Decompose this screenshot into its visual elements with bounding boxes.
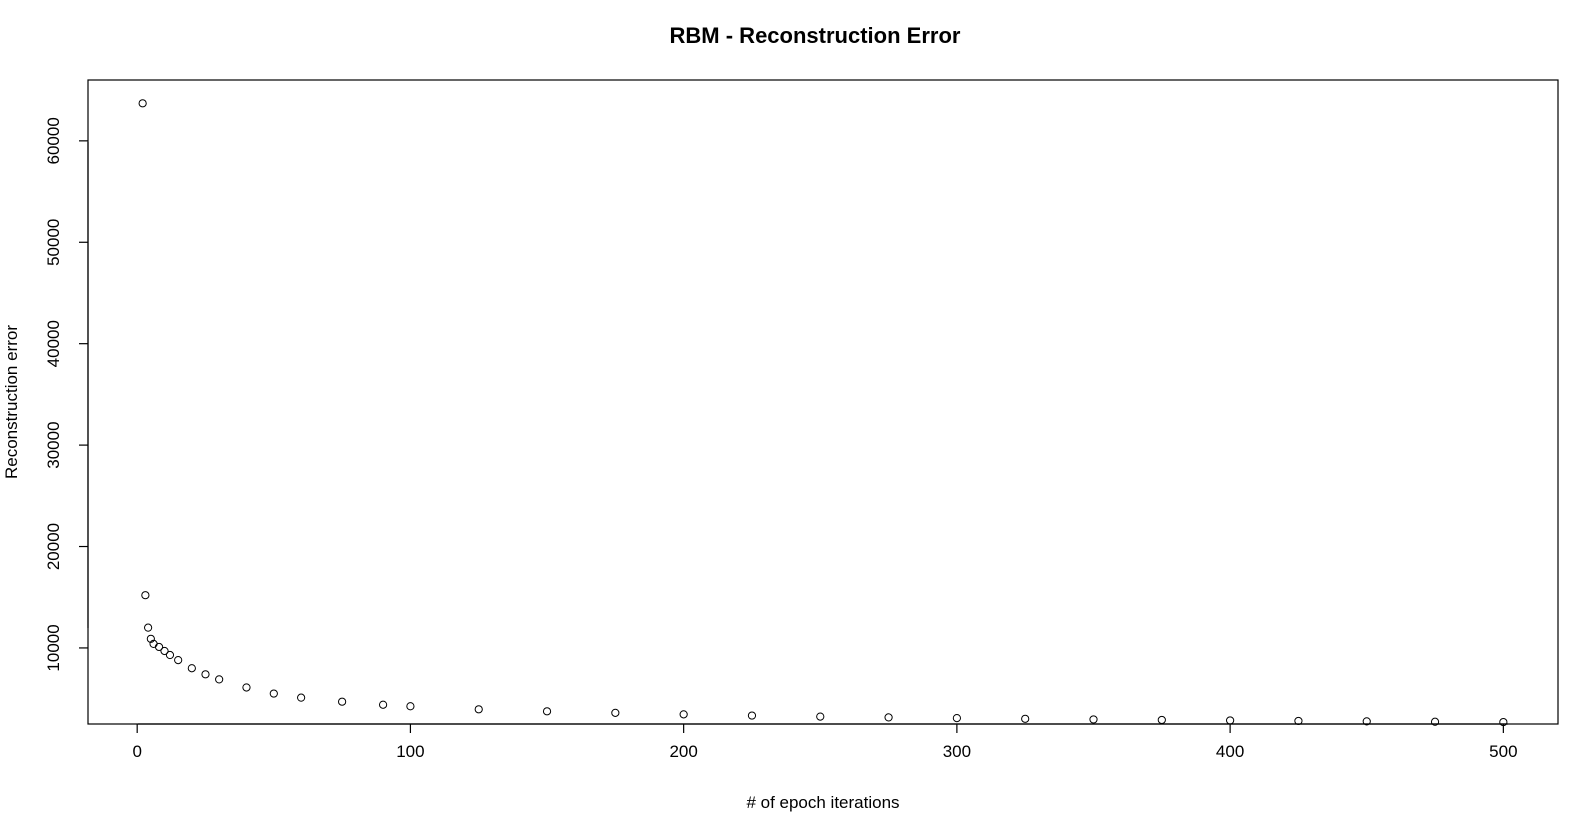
y-axis-label: Reconstruction error	[2, 325, 21, 479]
data-point	[201, 670, 210, 679]
data-point	[269, 689, 278, 698]
y-axis: 10000 20000 30000 40000 50000 60000	[44, 117, 88, 672]
data-point	[146, 634, 155, 643]
data-point	[1021, 714, 1030, 723]
data-point	[160, 646, 169, 656]
data-point	[338, 697, 347, 706]
x-axis-label: # of epoch iterations	[746, 793, 899, 812]
data-point	[406, 702, 415, 711]
data-point	[144, 623, 153, 632]
data-point	[1362, 717, 1371, 726]
plot-frame	[87, 79, 1559, 725]
data-point	[1089, 715, 1098, 724]
y-tick-label: 30000	[44, 421, 63, 468]
data-point	[215, 675, 224, 684]
data-point	[884, 713, 893, 722]
data-point	[242, 683, 251, 692]
data-point	[174, 656, 183, 665]
x-tick-label: 300	[943, 742, 971, 761]
data-point	[952, 714, 961, 723]
x-tick-label: 100	[396, 742, 424, 761]
data-point	[154, 642, 164, 652]
x-axis: 0 100 200 300 400 500	[132, 724, 1518, 761]
y-tick-label: 40000	[44, 320, 63, 367]
data-point	[747, 711, 757, 720]
y-tick-label: 10000	[44, 624, 63, 671]
data-point	[1499, 717, 1508, 727]
data-point	[141, 591, 150, 600]
data-point	[542, 707, 552, 716]
x-tick-label: 500	[1489, 742, 1517, 761]
data-point	[138, 99, 147, 108]
data-point	[1157, 715, 1166, 725]
data-points	[138, 99, 1508, 727]
data-point	[611, 708, 620, 717]
data-point	[1294, 716, 1303, 726]
data-point	[816, 712, 825, 721]
data-point	[165, 650, 175, 660]
y-tick-label: 60000	[44, 117, 63, 164]
data-point	[378, 700, 388, 709]
x-tick-label: 400	[1216, 742, 1244, 761]
data-point	[679, 710, 688, 719]
chart-title: RBM - Reconstruction Error	[670, 23, 961, 48]
x-tick-label: 200	[669, 742, 697, 761]
data-point	[1430, 717, 1440, 726]
data-point	[1226, 716, 1235, 725]
data-point	[187, 664, 196, 673]
data-point	[297, 693, 306, 702]
y-tick-label: 20000	[44, 523, 63, 570]
x-tick-label: 0	[132, 742, 141, 761]
y-tick-label: 50000	[44, 219, 63, 266]
data-point	[474, 705, 483, 714]
